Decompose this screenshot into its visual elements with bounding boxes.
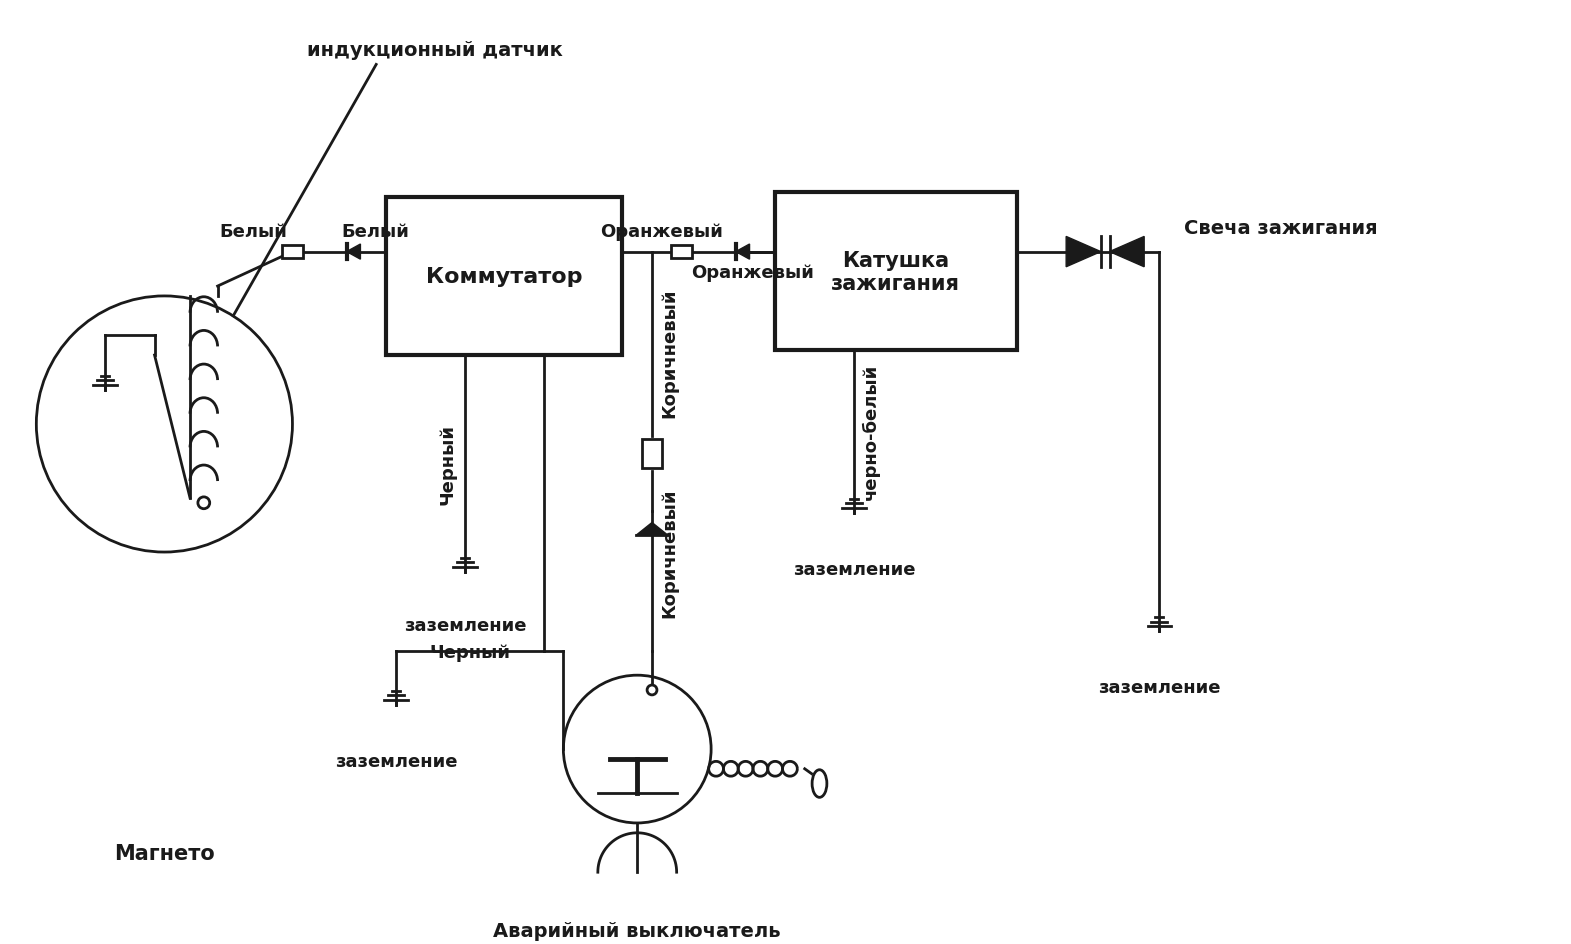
Text: заземление: заземление <box>1098 679 1221 697</box>
Text: Черный: Черный <box>438 424 457 504</box>
Circle shape <box>647 685 657 695</box>
Polygon shape <box>1067 237 1101 267</box>
Text: заземление: заземление <box>335 752 457 770</box>
Text: Магнето: Магнето <box>115 843 215 863</box>
Text: Коричневый: Коричневый <box>660 289 679 418</box>
Bar <box>281 245 303 260</box>
Circle shape <box>198 497 209 509</box>
Text: Белый: Белый <box>342 223 410 241</box>
Text: заземление: заземление <box>793 561 916 579</box>
Text: Коричневый: Коричневый <box>660 488 679 617</box>
Text: Аварийный выключатель: Аварийный выключатель <box>493 921 781 940</box>
Text: Коммутатор: Коммутатор <box>426 267 583 287</box>
Bar <box>386 198 622 356</box>
Text: индукционный датчик: индукционный датчик <box>308 42 564 60</box>
Circle shape <box>36 296 292 552</box>
Text: черно-белый: черно-белый <box>862 363 880 500</box>
Text: Оранжевый: Оранжевый <box>691 264 814 282</box>
Polygon shape <box>1109 237 1144 267</box>
Polygon shape <box>636 523 668 535</box>
Text: Черный: Черный <box>429 643 511 661</box>
Circle shape <box>564 676 712 823</box>
Bar <box>775 194 1016 351</box>
Text: заземление: заземление <box>404 616 526 634</box>
Text: Свеча зажигания: Свеча зажигания <box>1185 219 1378 238</box>
Bar <box>671 245 693 260</box>
Bar <box>643 439 661 469</box>
Polygon shape <box>347 244 360 260</box>
Text: Белый: Белый <box>220 223 287 241</box>
Text: Оранжевый: Оранжевый <box>600 223 723 241</box>
Polygon shape <box>735 244 749 260</box>
Ellipse shape <box>812 770 826 798</box>
Text: Катушка
зажигания: Катушка зажигания <box>831 250 960 294</box>
